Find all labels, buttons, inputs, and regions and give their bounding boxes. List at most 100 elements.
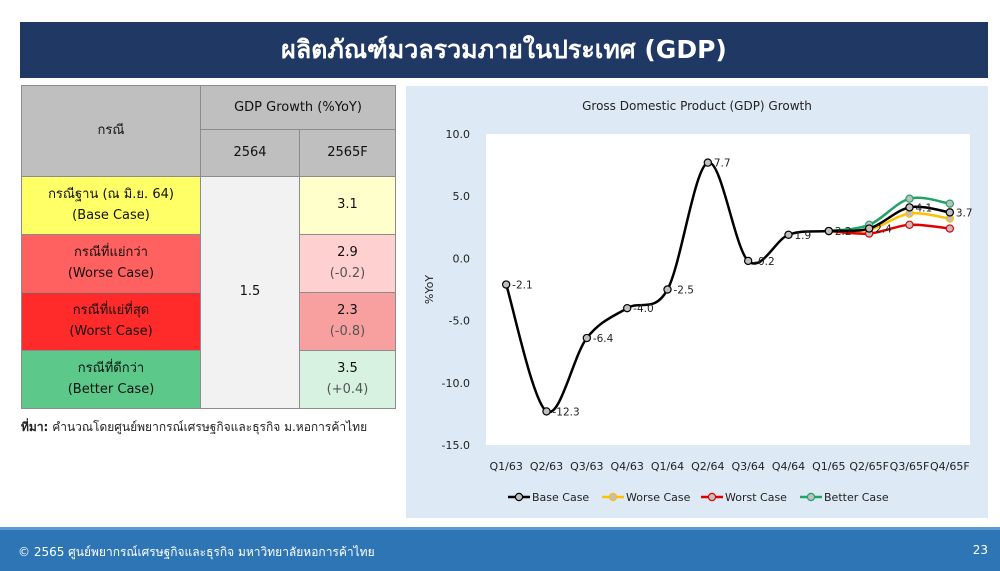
value-2565-base: 3.1 bbox=[299, 176, 396, 235]
data-label: -2.1 bbox=[512, 280, 533, 292]
data-point-better-case bbox=[905, 194, 914, 203]
data-point-base-case bbox=[743, 256, 753, 266]
value-2565-worst: 2.3 (-0.8) bbox=[299, 292, 396, 351]
case-english-label: (Worst Case) bbox=[69, 323, 153, 339]
case-diff: (-0.8) bbox=[329, 323, 366, 339]
data-point-base-case bbox=[663, 285, 672, 294]
source-text: คำนวณโดยศูนย์พยากรณ์เศรษฐกิจและธุรกิจ ม.… bbox=[52, 420, 368, 434]
data-label: 7.7 bbox=[714, 158, 731, 170]
header-gdp-growth: GDP Growth (%YoY) bbox=[200, 84, 396, 131]
x-tick-label: Q2/64 bbox=[691, 460, 724, 473]
data-point-base-case bbox=[703, 158, 713, 167]
data-point-base-case bbox=[542, 407, 551, 416]
page-title: ผลิตภัณฑ์มวลรวมภายในประเทศ (GDP) bbox=[20, 22, 988, 78]
case-label-better: กรณีที่ดีกว่า (Better Case) bbox=[21, 350, 201, 409]
data-point-base-case bbox=[582, 333, 592, 343]
table-header-row: กรณี GDP Growth (%YoY) bbox=[21, 84, 396, 177]
footer-copyright: © 2565 ศูนย์พยากรณ์เศรษฐกิจและธุรกิจ มหา… bbox=[18, 545, 375, 559]
x-tick-label: Q4/63 bbox=[610, 460, 643, 473]
case-value: 3.5 bbox=[337, 361, 358, 377]
legend-label-worse-case: Worse Case bbox=[626, 491, 691, 504]
y-tick-label: 0.0 bbox=[453, 252, 471, 265]
case-label-worst: กรณีที่แย่ที่สุด (Worst Case) bbox=[21, 292, 201, 351]
value-2565-worse: 2.9 (-0.2) bbox=[299, 234, 396, 293]
case-english-label: (Base Case) bbox=[72, 207, 150, 223]
data-point-base-case bbox=[501, 280, 511, 289]
case-value: 2.3 bbox=[337, 303, 358, 319]
data-label: -0.2 bbox=[754, 256, 775, 268]
case-label-worse: กรณีที่แย่กว่า (Worse Case) bbox=[21, 234, 201, 293]
data-label: 4.1 bbox=[916, 202, 933, 214]
case-thai-label: กรณีที่แย่กว่า bbox=[74, 245, 148, 261]
legend-marker-worse-case bbox=[608, 492, 618, 502]
legend-label-base-case: Base Case bbox=[532, 491, 589, 504]
case-diff: (-0.2) bbox=[329, 265, 366, 281]
y-axis-label: %YoY bbox=[423, 275, 436, 304]
x-tick-label: Q4/65F bbox=[930, 460, 970, 473]
data-label: -12.3 bbox=[553, 406, 580, 418]
source-note: ที่มา: คำนวณโดยศูนย์พยากรณ์เศรษฐกิจและธุ… bbox=[21, 418, 367, 437]
header-2564: 2564 bbox=[200, 129, 300, 177]
data-point-base-case bbox=[784, 230, 793, 239]
x-tick-label: Q3/65F bbox=[890, 460, 930, 473]
series-line-worst-case bbox=[828, 223, 950, 235]
page-number: 23 bbox=[972, 543, 988, 557]
data-label: -4.0 bbox=[633, 303, 654, 315]
chart-panel: Gross Domestic Product (GDP) Growth %YoY 1… bbox=[406, 86, 988, 518]
table-row-worst: กรณีที่แย่ที่สุด (Worst Case) 2.3 (-0.8) bbox=[21, 292, 396, 351]
y-tick-label: 5.0 bbox=[453, 190, 471, 203]
y-tick-label: -10.0 bbox=[442, 377, 470, 390]
data-label: 2.4 bbox=[875, 224, 892, 236]
case-english-label: (Better Case) bbox=[67, 381, 155, 397]
table-subheader-row: 2564 2565F bbox=[22, 129, 396, 177]
data-point-base-case bbox=[945, 208, 955, 217]
x-tick-label: Q1/64 bbox=[651, 460, 684, 473]
x-tick-label: Q2/63 bbox=[530, 460, 563, 473]
x-tick-label: Q4/64 bbox=[772, 460, 805, 473]
footer: © 2565 ศูนย์พยากรณ์เศรษฐกิจและธุรกิจ มหา… bbox=[0, 527, 1000, 571]
header-2565f: 2565F bbox=[299, 129, 396, 177]
y-tick-label: -15.0 bbox=[442, 439, 470, 452]
data-label: -2.5 bbox=[674, 285, 695, 297]
data-label: -6.4 bbox=[593, 333, 614, 345]
x-tick-label: Q3/63 bbox=[570, 460, 603, 473]
scenario-table: กรณี GDP Growth (%YoY) 2564 2565F กรณีฐา… bbox=[21, 84, 396, 409]
data-point-better-case bbox=[945, 199, 955, 208]
case-value: 2.9 bbox=[337, 245, 358, 261]
legend-label-better-case: Better Case bbox=[824, 491, 889, 504]
case-thai-label: กรณีฐาน (ณ มิ.ย. 64) bbox=[48, 187, 174, 203]
case-value: 3.1 bbox=[337, 197, 358, 213]
data-label: 2.2 bbox=[835, 226, 852, 238]
case-thai-label: กรณีที่แย่ที่สุด bbox=[72, 303, 150, 319]
source-label: ที่มา: bbox=[21, 420, 49, 434]
y-tick-label: -5.0 bbox=[449, 315, 470, 328]
x-tick-label: Q2/65F bbox=[849, 460, 889, 473]
data-point-base-case bbox=[622, 303, 632, 313]
legend-marker-base-case bbox=[514, 492, 524, 502]
header-case: กรณี bbox=[21, 85, 201, 177]
legend-label-worst-case: Worst Case bbox=[725, 491, 787, 504]
x-tick-label: Q1/63 bbox=[489, 460, 522, 473]
chart-title: Gross Domestic Product (GDP) Growth bbox=[582, 99, 812, 113]
x-tick-label: Q1/65 bbox=[812, 460, 845, 473]
case-diff: (+0.4) bbox=[326, 381, 369, 397]
value-2565-better: 3.5 (+0.4) bbox=[299, 350, 396, 409]
legend-marker-better-case bbox=[806, 492, 816, 502]
plot-area bbox=[486, 134, 970, 445]
data-point-worst-case bbox=[945, 224, 955, 233]
gdp-growth-chart: Gross Domestic Product (GDP) Growth %YoY 1… bbox=[423, 99, 973, 504]
data-label: 1.9 bbox=[795, 230, 812, 242]
series-line-better-case bbox=[828, 196, 951, 233]
data-point-worst-case bbox=[905, 220, 914, 230]
table-row-base: กรณีฐาน (ณ มิ.ย. 64) (Base Case) 1.5 3.1 bbox=[21, 176, 396, 409]
legend-marker-worst-case bbox=[707, 492, 717, 502]
case-english-label: (Worse Case) bbox=[67, 265, 155, 281]
value-2564: 1.5 bbox=[200, 176, 300, 409]
data-point-base-case bbox=[824, 226, 834, 236]
data-point-base-case bbox=[864, 224, 874, 233]
y-tick-label: 10.0 bbox=[446, 128, 471, 141]
data-point-base-case bbox=[905, 203, 914, 212]
table-row-worse: กรณีที่แย่กว่า (Worse Case) 2.9 (-0.2) bbox=[21, 234, 396, 293]
data-label: 3.7 bbox=[956, 207, 973, 219]
table-row-better: กรณีที่ดีกว่า (Better Case) 3.5 (+0.4) bbox=[21, 350, 396, 409]
